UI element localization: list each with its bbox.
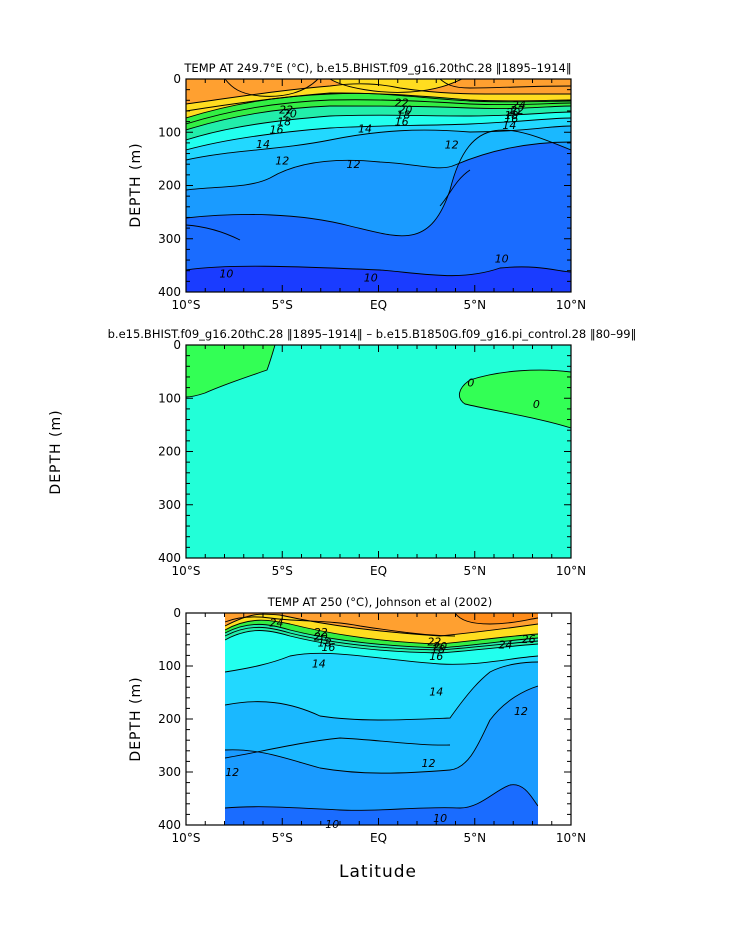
y-tick-label: 400: [158, 285, 181, 299]
panel-model-temperature: TEMP AT 249.7°E (°C), b.e15.BHIST.f09_g1…: [128, 61, 586, 312]
contour-labels: 2220181614122220181614121224222018161410…: [219, 96, 526, 284]
contour-label: 10: [364, 272, 378, 285]
y-tick-label: 200: [158, 445, 181, 459]
panel-observed-temperature: TEMP AT 250 (°C), Johnson et al (2002): [128, 595, 586, 845]
band-positive-north: [459, 370, 571, 428]
contour-label: 26: [522, 633, 536, 646]
y-tick-label: 100: [158, 391, 181, 405]
y-axis-label: DEPTH (m): [48, 409, 64, 494]
contour-label: 18: [504, 109, 518, 122]
contour-label: 12: [225, 766, 239, 779]
y-tick-label: 200: [158, 712, 181, 726]
x-tick-label: 10°N: [556, 831, 586, 845]
contour-label: 12: [514, 705, 528, 718]
contour-label: 22: [279, 103, 293, 116]
band-24: [225, 613, 538, 636]
contour-label: 20: [283, 108, 297, 121]
y-tick-label: 0: [173, 606, 181, 620]
contour-label: 18: [318, 637, 332, 650]
x-tick-label: EQ: [370, 298, 387, 312]
contour-label: 10: [433, 812, 447, 825]
x-tick-label: 5°S: [272, 564, 293, 578]
contour-fill: [186, 345, 571, 558]
contour-label: 18: [397, 109, 411, 122]
contour-label: 10: [219, 267, 233, 280]
x-tick-label: 5°S: [272, 298, 293, 312]
y-tick-label: 100: [158, 659, 181, 673]
contour-label: 16: [429, 650, 443, 663]
y-tick-label: 0: [173, 72, 181, 86]
x-tick-label: 5°N: [463, 564, 486, 578]
contour-lines: [186, 345, 571, 429]
contour-label: 22: [427, 636, 441, 649]
contour-label: 16: [321, 641, 335, 654]
contour-label: 20: [506, 106, 520, 119]
y-tick-label: 400: [158, 551, 181, 565]
contour-label: 0: [467, 376, 474, 389]
y-axis-label: DEPTH (m): [128, 142, 144, 227]
contour-label: 24: [269, 617, 283, 630]
y-tick-label: 200: [158, 179, 181, 193]
y-tick-label: 0: [173, 338, 181, 352]
contour-label: 18: [277, 116, 291, 129]
axes: 10°S 5°S EQ 5°N 10°N 0 100 200 300 400: [158, 72, 586, 312]
contour-fill: [186, 79, 571, 292]
contour-label: 20: [314, 630, 328, 643]
contour-label: 12: [346, 158, 360, 171]
contour-label: 22: [314, 626, 328, 639]
x-tick-label: EQ: [370, 831, 387, 845]
panel-title: b.e15.BHIST.f09_g16.20thC.28 ‖1895–1914‖…: [108, 327, 637, 341]
contour-label: 20: [433, 640, 447, 653]
contour-labels: 00: [467, 376, 539, 411]
x-tick-label: 5°N: [463, 831, 486, 845]
contour-label: 14: [358, 123, 372, 136]
contour-label: 14: [312, 657, 326, 670]
contour-label: 16: [395, 116, 409, 129]
y-tick-label: 300: [158, 498, 181, 512]
band-positive-south: [186, 345, 275, 397]
x-tick-label: EQ: [370, 564, 387, 578]
y-tick-label: 300: [158, 232, 181, 246]
contour-label: 14: [502, 119, 516, 132]
contour-lines: [225, 613, 538, 811]
x-tick-label: 10°N: [556, 564, 586, 578]
panel-title: TEMP AT 249.7°E (°C), b.e15.BHIST.f09_g1…: [183, 61, 571, 75]
x-tick-label: 10°N: [556, 298, 586, 312]
contour-label: 14: [429, 685, 443, 698]
panel-title: TEMP AT 250 (°C), Johnson et al (2002): [267, 595, 492, 609]
contour-label: 12: [422, 757, 436, 770]
contour-label: 12: [445, 138, 459, 151]
x-tick-label: 5°N: [463, 298, 486, 312]
contour-label: 12: [275, 154, 289, 167]
contour-label: 18: [431, 643, 445, 656]
x-tick-label: 5°S: [272, 831, 293, 845]
contour-label: 24: [499, 638, 513, 651]
y-axis-label: DEPTH (m): [128, 676, 144, 761]
y-tick-label: 300: [158, 765, 181, 779]
contour-label: 24: [512, 99, 526, 112]
panel-temperature-difference: b.e15.BHIST.f09_g16.20thC.28 ‖1895–1914‖…: [48, 327, 636, 578]
contour-label: 22: [510, 104, 524, 117]
y-tick-label: 400: [158, 818, 181, 832]
axes: 10°S 5°S EQ 5°N 10°N 0 100 200 300 400: [158, 606, 586, 845]
contour-label: 16: [269, 124, 283, 137]
x-tick-label: 10°S: [172, 831, 201, 845]
contour-label: 20: [398, 103, 412, 116]
x-tick-label: 10°S: [172, 564, 201, 578]
contour-label: 22: [395, 96, 409, 109]
contour-lines: [186, 79, 571, 277]
contour-label: 10: [495, 252, 509, 265]
x-axis-label: Latitude: [339, 862, 417, 882]
axes: 10°S 5°S EQ 5°N 10°N 0 100 200 300 400: [158, 338, 586, 578]
contour-label: 0: [533, 398, 540, 411]
contour-label: 14: [256, 138, 270, 151]
x-tick-label: 10°S: [172, 298, 201, 312]
y-tick-label: 100: [158, 125, 181, 139]
contour-label: 16: [504, 112, 518, 125]
